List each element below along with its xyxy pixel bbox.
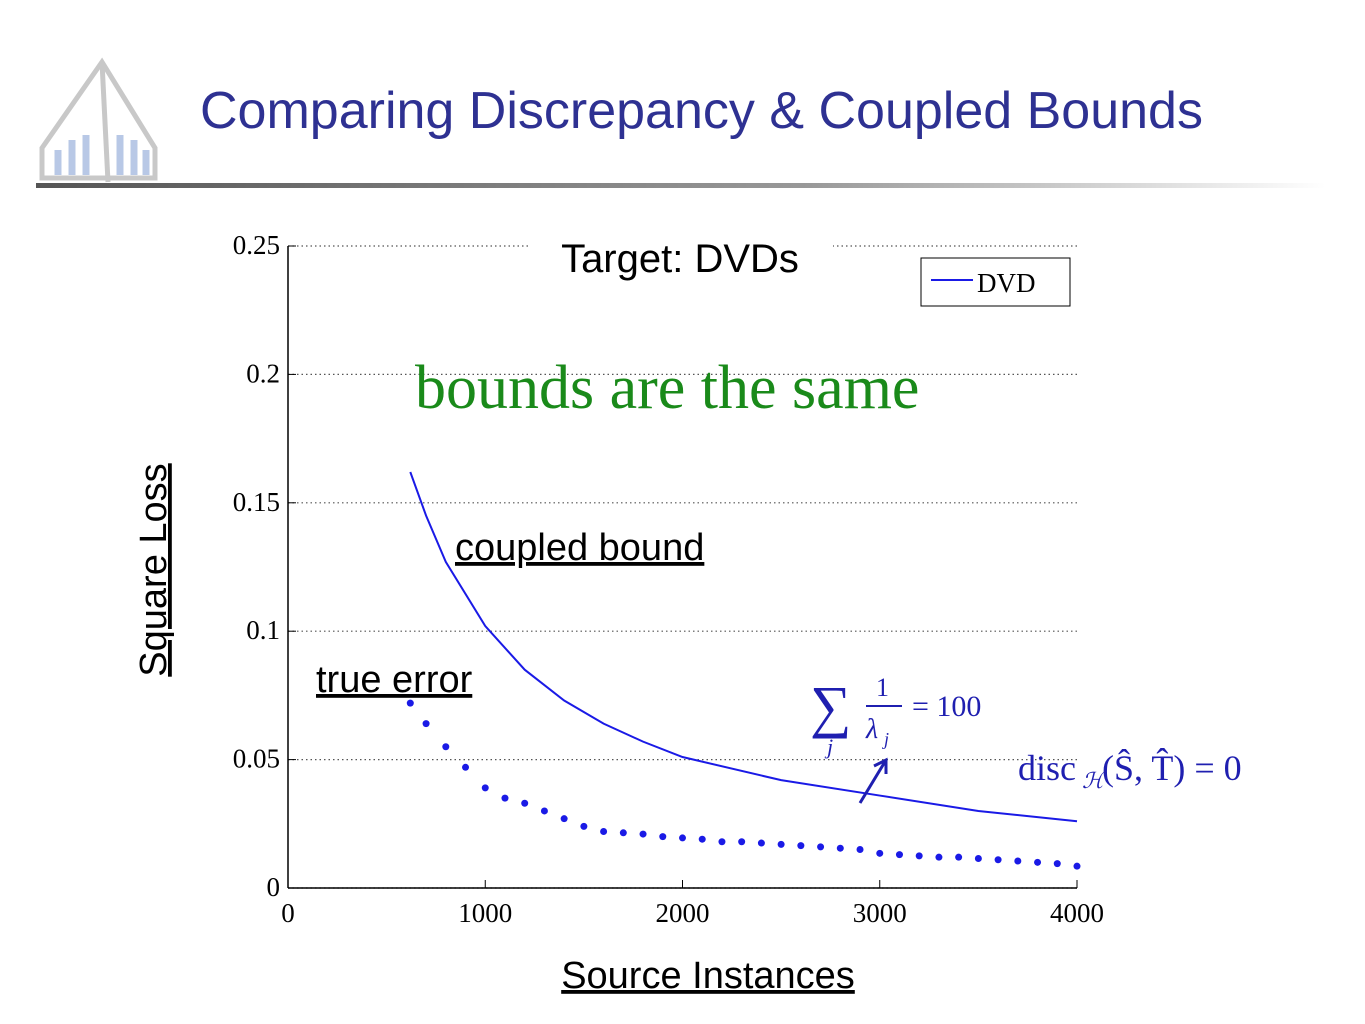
data-dot bbox=[856, 845, 864, 853]
x-tick-label: 0 bbox=[281, 898, 295, 928]
x-tick-label: 3000 bbox=[853, 898, 907, 928]
data-dot bbox=[1053, 860, 1061, 868]
y-tick-label: 0.15 bbox=[233, 487, 280, 517]
x-axis-label: Source Instances bbox=[561, 955, 855, 997]
math-index: j bbox=[824, 734, 833, 759]
math-op: disc bbox=[1018, 748, 1076, 788]
data-dot bbox=[836, 844, 844, 852]
data-dot bbox=[600, 828, 608, 836]
y-tick-label: 0.05 bbox=[233, 744, 280, 774]
sum-formula: ∑ j 1 λ j = 100 bbox=[810, 673, 981, 759]
series-label: coupled bound bbox=[455, 527, 704, 569]
data-dot bbox=[935, 853, 943, 861]
data-dot bbox=[876, 849, 884, 857]
data-dot bbox=[521, 799, 529, 807]
math-denominator: λ bbox=[865, 714, 878, 745]
data-dot bbox=[1073, 862, 1081, 870]
y-tick-label: 0.2 bbox=[246, 358, 280, 388]
data-dot bbox=[422, 720, 430, 728]
data-dot bbox=[974, 854, 982, 862]
data-dot bbox=[1014, 857, 1022, 865]
y-tick-label: 0 bbox=[267, 872, 281, 902]
data-dot bbox=[659, 833, 667, 841]
math-index: j bbox=[882, 729, 889, 749]
x-tick-label: 2000 bbox=[656, 898, 710, 928]
math-args: (Ŝ, T̂) = 0 bbox=[1102, 747, 1242, 788]
data-dot bbox=[994, 856, 1002, 864]
data-dot bbox=[698, 835, 706, 843]
data-dot bbox=[1034, 858, 1042, 866]
legend-label: DVD bbox=[977, 268, 1036, 298]
data-dot bbox=[560, 815, 568, 823]
data-dot bbox=[406, 699, 414, 707]
x-tick-label: 4000 bbox=[1050, 898, 1104, 928]
math-sub: ℋ bbox=[1082, 768, 1107, 793]
data-dot bbox=[895, 851, 903, 859]
math-symbol: ∑ bbox=[810, 674, 851, 739]
data-dot bbox=[718, 838, 726, 846]
slide-title: Comparing Discrepancy & Coupled Bounds bbox=[200, 82, 1203, 140]
math-rhs: = 100 bbox=[912, 690, 981, 723]
x-tick-label: 1000 bbox=[458, 898, 512, 928]
data-dot bbox=[501, 794, 509, 802]
y-tick-label: 0.1 bbox=[246, 615, 280, 645]
data-dot bbox=[481, 784, 489, 792]
data-dot bbox=[817, 843, 825, 851]
data-dot bbox=[955, 853, 963, 861]
data-dot bbox=[797, 842, 805, 850]
disc-formula: disc ℋ (Ŝ, T̂) = 0 bbox=[1018, 747, 1242, 793]
data-dot bbox=[462, 763, 470, 771]
arrow bbox=[858, 757, 888, 804]
data-dot bbox=[619, 829, 627, 837]
plot: 0 0.05 0.1 0.15 0.2 0.25 0 1000 2000 3000 4000 bbox=[233, 230, 1104, 928]
series-label: true error bbox=[316, 659, 473, 701]
logo bbox=[39, 57, 158, 183]
data-dot bbox=[540, 807, 548, 815]
data-dot bbox=[738, 838, 746, 846]
data-dot bbox=[915, 852, 923, 860]
headline: bounds are the same bbox=[415, 354, 919, 422]
title-rule bbox=[36, 183, 1326, 188]
data-dot bbox=[639, 830, 647, 838]
math-numerator: 1 bbox=[876, 673, 889, 702]
data-dot bbox=[580, 822, 588, 830]
data-line bbox=[409, 471, 1078, 823]
data-dot bbox=[442, 743, 450, 751]
data-dot bbox=[757, 839, 765, 847]
y-tick-label: 0.25 bbox=[233, 230, 280, 260]
chart-title: Target: DVDs bbox=[561, 237, 799, 281]
y-axis-label: Square Loss bbox=[133, 463, 175, 676]
legend-box bbox=[920, 257, 1071, 307]
data-dot bbox=[777, 840, 785, 848]
data-dot bbox=[679, 834, 686, 842]
title-bg bbox=[528, 228, 833, 284]
